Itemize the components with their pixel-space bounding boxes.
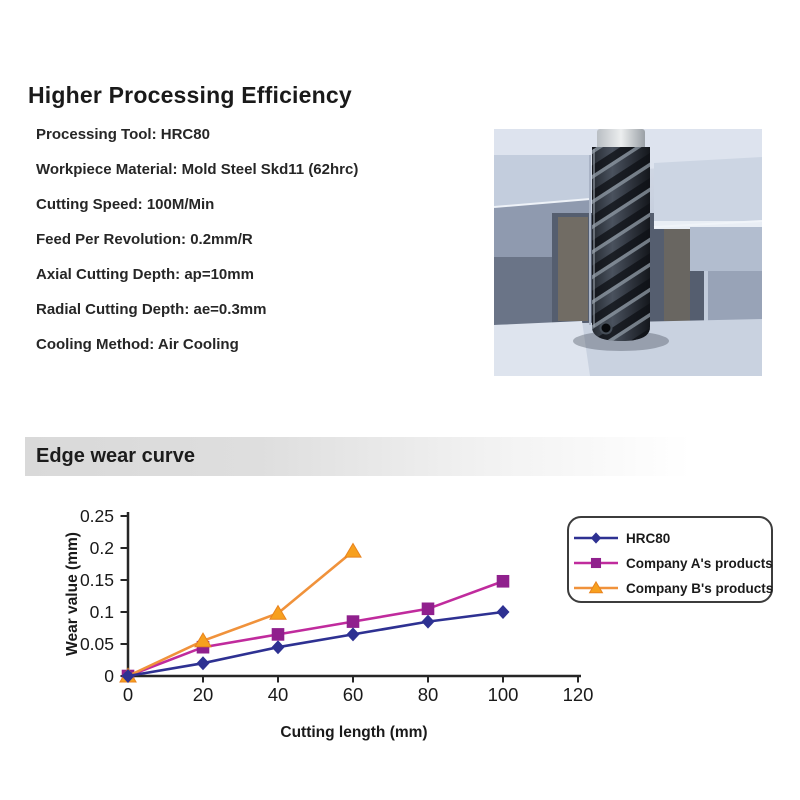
spec-line: Cutting Speed: 100M/Min	[36, 196, 215, 213]
endmill-flutes	[592, 147, 650, 341]
square-marker	[421, 602, 435, 616]
machined-block	[690, 227, 762, 271]
legend-entry-label: Company B's products	[626, 581, 773, 596]
reflection	[664, 217, 690, 321]
series-company-b-s-products	[119, 542, 362, 683]
x-tick-label: 40	[268, 684, 289, 705]
section-header: Edge wear curve	[25, 437, 691, 476]
machined-block	[494, 155, 590, 207]
product-photo	[494, 129, 762, 376]
square-marker	[271, 628, 285, 641]
endmill-hole	[599, 321, 613, 335]
diamond-marker	[121, 669, 135, 683]
triangle-marker	[269, 604, 287, 620]
spec-line: Radial Cutting Depth: ae=0.3mm	[36, 301, 267, 318]
machined-block	[494, 321, 590, 376]
legend: HRC80 Company A's products Company B's pro…	[567, 516, 773, 603]
diamond-marker	[590, 532, 602, 544]
series-line	[127, 610, 504, 678]
diamond-marker	[346, 627, 360, 642]
diamond-marker	[496, 605, 510, 619]
machined-block	[708, 271, 762, 327]
square-marker	[590, 557, 602, 569]
y-tick-label: 0.05	[80, 634, 114, 654]
legend-entry-label: HRC80	[626, 531, 670, 546]
x-axis-title: Cutting length (mm)	[280, 724, 427, 741]
diamond-marker	[196, 656, 210, 671]
square-marker	[496, 574, 510, 588]
spec-line: Cooling Method: Air Cooling	[36, 336, 239, 353]
series-line	[127, 580, 504, 678]
diamond-marker	[271, 640, 285, 655]
reflection	[558, 217, 588, 321]
y-tick-label: 0.1	[90, 602, 114, 622]
y-tick-label: 0.15	[80, 570, 114, 590]
x-tick-label: 60	[343, 684, 364, 705]
x-tick-label: 100	[488, 684, 519, 705]
machined-block	[654, 157, 762, 227]
series-hrc80	[121, 605, 510, 683]
x-tick-label: 0	[123, 684, 133, 705]
section-title: Edge wear curve	[36, 445, 195, 467]
spec-line: Processing Tool: HRC80	[36, 126, 210, 143]
series-line	[127, 550, 354, 678]
spec-line: Axial Cutting Depth: ap=10mm	[36, 266, 254, 283]
wear-curve-chart: 0 0.05 0.1 0.15 0.2 0.25 0 20 40 60 80 100 120 Cuttin…	[0, 460, 800, 780]
triangle-marker	[194, 632, 212, 648]
legend-entry-label: Company A's products	[626, 556, 773, 571]
y-tick-label: 0.25	[80, 506, 114, 526]
square-marker	[346, 615, 360, 628]
triangle-marker	[588, 580, 604, 594]
edge-line	[653, 220, 762, 228]
wear-curve-svg: 0 0.05 0.1 0.15 0.2 0.25 0 20 40 60 80 100 120 Cuttin…	[64, 506, 773, 741]
y-tick-label: 0.2	[90, 538, 114, 558]
edge-line	[494, 198, 591, 208]
triangle-marker	[344, 542, 362, 558]
x-tick-label: 120	[563, 684, 594, 705]
x-tick-label: 80	[418, 684, 439, 705]
y-axis-title: Wear value (mm)	[64, 532, 81, 656]
y-tick-label: 0	[104, 666, 114, 686]
spec-list: Processing Tool: HRC80 Workpiece Materia…	[36, 127, 358, 372]
spec-line: Feed Per Revolution: 0.2mm/R	[36, 231, 253, 248]
x-tick-label: 20	[193, 684, 214, 705]
page-title: Higher Processing Efficiency	[28, 82, 352, 108]
diamond-marker	[421, 614, 435, 629]
legend-box	[567, 516, 773, 603]
spec-line: Workpiece Material: Mold Steel Skd11 (62…	[36, 161, 359, 178]
